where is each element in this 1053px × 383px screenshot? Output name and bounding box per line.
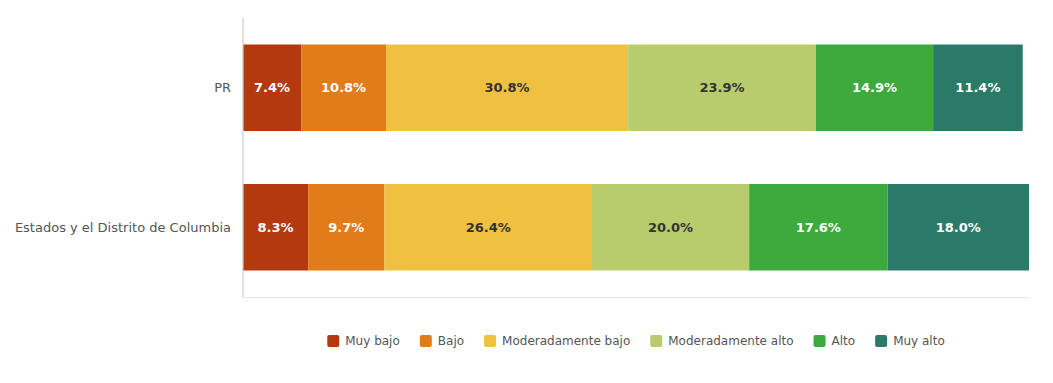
data-label: 14.9% xyxy=(852,80,897,95)
data-label: 8.3% xyxy=(258,220,294,235)
bar-segment xyxy=(933,45,1023,131)
legend-swatch xyxy=(650,335,662,347)
bar-segment xyxy=(384,184,592,270)
bar-segment xyxy=(816,45,933,131)
legend-label: Bajo xyxy=(438,334,464,348)
legend-label: Alto xyxy=(832,334,856,348)
bar-segment xyxy=(308,184,384,270)
legend-item: Bajo xyxy=(420,334,464,348)
x-axis-line xyxy=(243,297,1029,298)
legend-label: Moderadamente alto xyxy=(668,334,793,348)
bar-segment xyxy=(592,184,749,270)
legend-swatch xyxy=(420,335,432,347)
bars xyxy=(243,45,1029,271)
legend-label: Muy bajo xyxy=(345,334,400,348)
bar-segment xyxy=(301,45,386,131)
data-label: 9.7% xyxy=(328,220,364,235)
legend-swatch xyxy=(327,335,339,347)
y-axis-line xyxy=(242,18,243,297)
data-label: 20.0% xyxy=(648,220,693,235)
bar-segment xyxy=(243,45,301,131)
legend-item: Moderadamente bajo xyxy=(484,334,630,348)
category-label: Estados y el Distrito de Columbia xyxy=(15,220,231,235)
chart-svg: 7.4% 10.8% 30.8% 23.9% 14.9% 11.4% 8.3% 9.7% 26.… xyxy=(0,0,1053,383)
bar-segment xyxy=(386,45,628,131)
bar-segment xyxy=(749,184,887,270)
legend-label: Moderadamente bajo xyxy=(502,334,630,348)
data-label: 30.8% xyxy=(485,80,530,95)
category-label: PR xyxy=(214,80,231,95)
legend-item: Muy alto xyxy=(875,334,945,348)
legend: Muy bajo Bajo Moderadamente bajo Moderadame… xyxy=(327,334,944,348)
chart-container: 7.4% 10.8% 30.8% 23.9% 14.9% 11.4% 8.3% 9.7% 26.… xyxy=(0,0,1053,383)
legend-item: Moderadamente alto xyxy=(650,334,793,348)
data-label: 18.0% xyxy=(936,220,981,235)
data-label: 7.4% xyxy=(254,80,290,95)
legend-label: Muy alto xyxy=(893,334,945,348)
bar-segment xyxy=(628,45,816,131)
data-label: 10.8% xyxy=(321,80,366,95)
legend-item: Alto xyxy=(814,334,856,348)
legend-swatch xyxy=(484,335,496,347)
bar-segment xyxy=(243,184,308,270)
bar-segment xyxy=(888,184,1029,270)
legend-swatch xyxy=(875,335,887,347)
data-labels: 7.4% 10.8% 30.8% 23.9% 14.9% 11.4% 8.3% 9.7% 26.… xyxy=(254,80,1000,235)
legend-swatch xyxy=(814,335,826,347)
data-label: 23.9% xyxy=(700,80,745,95)
data-label: 11.4% xyxy=(955,80,1000,95)
data-label: 26.4% xyxy=(466,220,511,235)
legend-item: Muy bajo xyxy=(327,334,400,348)
data-label: 17.6% xyxy=(796,220,841,235)
